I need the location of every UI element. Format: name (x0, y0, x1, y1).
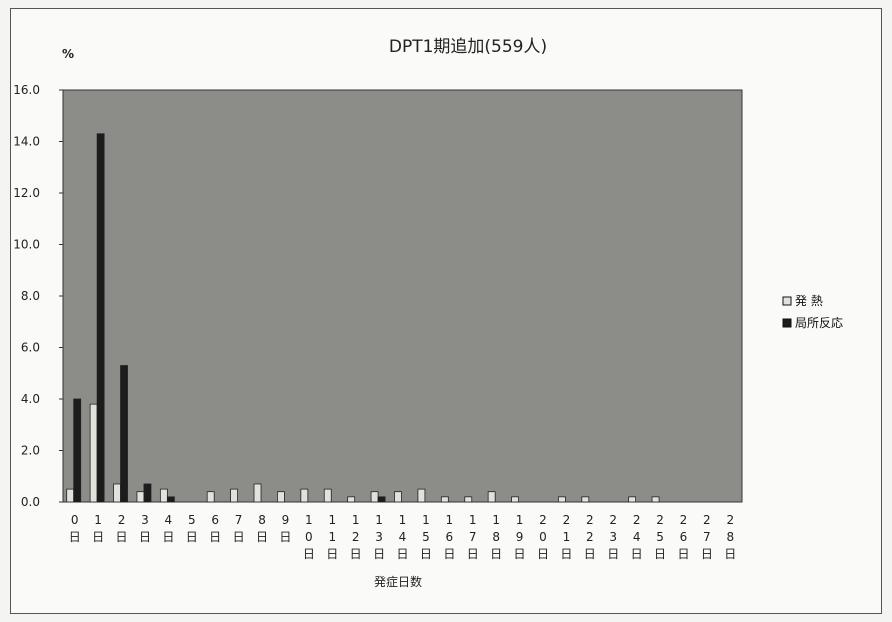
bar-fever (417, 488, 426, 503)
bar-fever (440, 496, 449, 503)
y-tick-label: 10.0 (13, 238, 40, 252)
bar-fever (464, 496, 473, 503)
bar-fever (628, 496, 637, 503)
bar-fever (323, 488, 332, 503)
bar-fever (651, 496, 660, 503)
bar-fever (557, 496, 566, 503)
bar-fever (159, 488, 168, 503)
y-tick-label: 12.0 (13, 186, 40, 200)
y-ticks: 0.0 2.0 4.0 6.0 8.0 10.0 12.0 14.0 16.0 (13, 83, 63, 509)
y-axis-label: % (62, 47, 74, 61)
y-tick-label: 8.0 (21, 289, 40, 303)
plot-area (62, 89, 743, 503)
bar-fever (89, 403, 98, 503)
bar-fever (511, 496, 519, 503)
bar-fever (277, 491, 285, 503)
bar-fever (394, 491, 402, 503)
chart-title: DPT1期追加(559人) (389, 37, 547, 57)
bar-fever (347, 496, 356, 503)
legend-swatch (782, 318, 792, 328)
legend-label: 発 熱 (795, 294, 823, 308)
bar-fever (370, 491, 379, 503)
bar-fever (300, 488, 309, 503)
y-tick-label: 6.0 (21, 341, 40, 355)
y-tick-label: 2.0 (21, 444, 40, 458)
x-ticks: 0 日 1 日 2 日 3 日 4 日 5 日 6 日 7 日 8 日 9 日 1 0 日 1 1 日 1 2 日 1 3 日 1 4 日 1 5 日 1 6… (69, 513, 737, 561)
bars (66, 133, 660, 503)
legend-swatch (782, 296, 792, 306)
bar-fever (230, 488, 239, 503)
legend-label: 局所反応 (795, 316, 843, 330)
x-axis-label: 発症日数 (374, 574, 422, 589)
bar-local-reaction (377, 496, 386, 503)
bar-local-reaction (73, 398, 82, 503)
bar-fever (581, 496, 590, 503)
bar-fever (487, 491, 496, 503)
bar-local-reaction (143, 483, 152, 503)
bar-fever (206, 491, 215, 503)
bar-local-reaction (120, 365, 128, 503)
bar-fever (253, 483, 262, 503)
y-tick-label: 14.0 (13, 135, 40, 149)
bar-fever (136, 491, 145, 503)
bar-fever (113, 483, 121, 503)
y-tick-label: 0.0 (21, 495, 40, 509)
bar-fever (66, 488, 75, 503)
bar-local-reaction (166, 496, 175, 503)
y-tick-label: 4.0 (21, 392, 40, 406)
bar-local-reaction (96, 133, 105, 503)
y-tick-label: 16.0 (13, 83, 40, 97)
